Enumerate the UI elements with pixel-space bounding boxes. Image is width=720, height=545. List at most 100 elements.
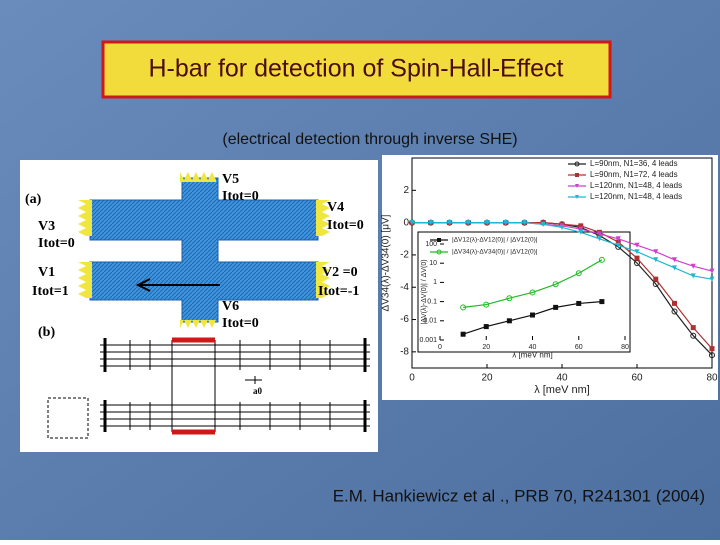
marker	[597, 236, 602, 242]
marker	[576, 300, 582, 306]
series-line	[463, 259, 603, 308]
marker	[615, 239, 621, 245]
right-leads	[316, 200, 330, 298]
marker	[653, 249, 659, 255]
marker	[578, 226, 584, 232]
marker	[690, 273, 696, 279]
marker	[672, 257, 677, 263]
y-tick-label: 100	[425, 241, 437, 248]
figure-a	[20, 160, 378, 452]
marker	[709, 276, 715, 282]
figure-label: Itot=0	[38, 236, 75, 251]
marker	[437, 238, 441, 242]
marker	[428, 220, 434, 226]
marker	[598, 256, 605, 263]
marker	[552, 281, 559, 288]
marker	[671, 308, 678, 315]
marker	[540, 221, 546, 227]
marker	[672, 300, 677, 306]
marker	[522, 220, 527, 226]
marker	[574, 161, 580, 167]
legend-label: |ΔV34(λ)-ΔV34(0)| / |ΔV12(0)|	[452, 249, 538, 256]
marker	[709, 268, 715, 274]
figure-label: V1	[38, 265, 55, 280]
y-tick-label: 2	[403, 185, 409, 196]
marker	[615, 242, 621, 248]
marker	[690, 263, 696, 269]
lattice	[47, 337, 370, 439]
marker	[597, 231, 602, 237]
marker	[578, 223, 584, 229]
marker	[653, 276, 659, 282]
legend-label: L=120nm, N1=48, 4 leads	[590, 181, 682, 190]
marker	[447, 220, 452, 226]
x-tick-label: 60	[575, 344, 583, 351]
x-tick-label: 60	[631, 373, 643, 384]
y-tick-label: 0	[403, 217, 409, 228]
figure-label: Itot=-1	[318, 284, 359, 299]
marker	[634, 249, 640, 255]
marker	[578, 229, 584, 235]
x-tick-label: 0	[438, 344, 442, 351]
marker	[483, 324, 489, 330]
marker	[709, 352, 715, 359]
y-tick-label: 0.001	[419, 337, 437, 344]
legend-label: L=90nm, N1=36, 4 leads	[590, 159, 678, 168]
y-tick-label: 10	[429, 260, 437, 267]
y-axis-label: |ΔV(λ)-ΔV(0)| / ΔV(0)	[421, 259, 428, 324]
figure-label: V5	[222, 172, 239, 187]
subtitle: (electrical detection through inverse SH…	[222, 131, 517, 148]
x-axis-label: λ [meV nm]	[534, 384, 590, 396]
figure-label: a0	[253, 386, 263, 396]
marker	[559, 224, 565, 230]
x-tick-label: 40	[556, 373, 568, 384]
marker	[460, 331, 466, 337]
figure-label: V2 =0	[322, 265, 358, 280]
marker	[553, 304, 559, 310]
x-tick-label: 80	[706, 373, 718, 384]
marker	[436, 249, 442, 255]
y-tick-label: 0.01	[423, 318, 437, 325]
legend-label: L=120nm, N1=48, 4 leads	[590, 192, 682, 201]
marker	[506, 318, 512, 324]
x-tick-label: 0	[409, 373, 415, 384]
marker	[653, 257, 659, 263]
marker	[690, 332, 697, 339]
marker	[530, 312, 535, 318]
marker	[506, 295, 513, 302]
marker	[634, 255, 640, 261]
figure-label: Itot=0	[222, 189, 259, 204]
current-arrow	[135, 278, 220, 292]
y-tick-label: 0.1	[427, 298, 437, 305]
marker	[460, 304, 467, 311]
figure-label: V6	[222, 299, 239, 314]
figure-label: V3	[38, 219, 55, 234]
x-tick-label: 20	[481, 373, 493, 384]
title-box	[101, 40, 612, 99]
inset-frame	[417, 231, 631, 353]
marker	[483, 301, 490, 308]
marker	[529, 289, 536, 296]
marker	[575, 270, 582, 277]
y-tick-label: -8	[400, 346, 409, 357]
marker	[615, 236, 621, 242]
x-tick-label: 40	[529, 344, 537, 351]
figure-label: (a)	[25, 192, 42, 207]
marker	[484, 220, 490, 226]
x-axis-label: λ [meV nm]	[512, 351, 552, 360]
y-axis-label: ΔV34(λ)-ΔV34(0) [μV]	[381, 214, 392, 311]
y-tick-label: 1	[433, 279, 437, 286]
figure-label: Itot=0	[327, 218, 364, 233]
title: H-bar for detection of Spin-Hall-Effect	[148, 55, 563, 83]
marker	[634, 242, 640, 248]
legend-label: |ΔV12(λ)-ΔV12(0)| / |ΔV12(0)|	[452, 237, 538, 244]
marker	[690, 325, 696, 331]
marker	[409, 220, 415, 226]
marker	[503, 220, 509, 226]
marker	[575, 195, 579, 199]
marker	[672, 265, 677, 271]
citation: E.M. Hankiewicz et al ., PRB 70, R241301…	[333, 486, 705, 505]
x-tick-label: 80	[621, 344, 629, 351]
